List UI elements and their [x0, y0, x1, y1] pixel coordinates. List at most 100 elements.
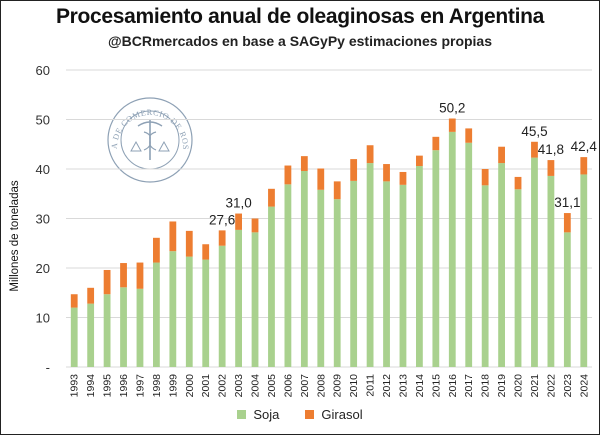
bar-soja — [317, 189, 325, 367]
bar-soja — [448, 131, 456, 367]
x-tick-label: 1995 — [102, 374, 114, 398]
bar-girasol — [317, 168, 325, 190]
chart-subtitle: @BCRmercados en base a SAGyPy estimacion… — [107, 33, 493, 49]
logo-text: BOLSA DE COMERCIO DE ROSARIO — [0, 0, 190, 150]
bar-girasol — [251, 218, 259, 233]
y-tick-label: 60 — [36, 63, 50, 78]
bar-soja — [87, 303, 95, 367]
x-tick-label: 2007 — [299, 374, 311, 398]
data-labels: 27,631,0 50,2 45,5 41,8 31,1 42,4 — [209, 101, 597, 228]
logo-snake-b — [143, 131, 157, 151]
bar-soja — [563, 232, 571, 367]
bar-girasol — [153, 237, 160, 263]
x-tick-label: 2022 — [545, 374, 557, 398]
bar-soja — [284, 184, 292, 367]
bar-girasol — [514, 176, 522, 190]
bcr-logo: BOLSA DE COMERCIO DE ROSARIO — [0, 0, 193, 183]
bar-girasol — [350, 159, 358, 181]
data-label: 31,0 — [225, 196, 251, 211]
legend-label-soja: Soja — [253, 407, 280, 422]
x-tick-label: 1997 — [134, 374, 146, 398]
bar-soja — [268, 206, 275, 367]
x-tick-label: 1999 — [167, 374, 179, 398]
x-tick-label: 2018 — [480, 374, 492, 398]
bar-girasol — [432, 136, 440, 151]
x-tick-label: 2009 — [332, 374, 344, 398]
bar-soja — [416, 166, 423, 367]
bar-girasol — [70, 294, 78, 308]
x-tick-label: 2010 — [348, 374, 360, 398]
x-tick-label: 1998 — [151, 374, 163, 398]
bar-soja — [153, 262, 160, 367]
x-tick-label: 2013 — [397, 374, 409, 398]
bar-soja — [383, 181, 390, 367]
bar-girasol — [169, 221, 177, 252]
x-tick-label: 2011 — [365, 374, 377, 397]
x-tick-label: 2001 — [200, 374, 212, 398]
data-label: 45,5 — [521, 124, 547, 139]
x-tick-label: 2021 — [529, 374, 541, 398]
x-tick-label: 2016 — [447, 374, 459, 398]
legend-item-soja: Soja — [237, 407, 279, 422]
y-tick-label: 20 — [36, 261, 50, 276]
bar-soja — [399, 184, 407, 367]
legend-swatch-girasol — [305, 410, 315, 419]
bar-girasol — [481, 169, 489, 186]
x-tick-label: 1996 — [118, 374, 130, 398]
y-tick-label: - — [46, 360, 50, 375]
x-tick-label: 2000 — [184, 374, 196, 398]
legend-swatch-soja — [237, 410, 247, 419]
bar-soja — [481, 185, 489, 367]
data-label: 41,8 — [538, 142, 564, 157]
x-tick-label: 2006 — [282, 374, 294, 398]
bar-girasol — [448, 118, 456, 132]
x-tick-label: 2008 — [315, 374, 327, 398]
logo-outer-ring — [107, 97, 193, 183]
bar-girasol — [416, 155, 423, 167]
y-tick-label: 10 — [36, 311, 50, 326]
bar-girasol — [120, 263, 127, 288]
logo-scales — [130, 140, 170, 152]
data-label: 42,4 — [571, 139, 598, 154]
bar-soja — [432, 150, 440, 367]
bar-soja — [235, 229, 242, 367]
logo-wings — [137, 121, 163, 127]
x-tick-label: 2003 — [233, 374, 245, 398]
x-tick-label: 1994 — [85, 374, 97, 398]
x-tick-label: 2012 — [381, 374, 393, 398]
bar-soja — [70, 307, 78, 367]
bar-soja — [366, 163, 374, 367]
bar-soja — [498, 163, 505, 367]
bar-girasol — [531, 141, 538, 158]
bar-girasol — [235, 213, 242, 230]
legend-label-girasol: Girasol — [321, 407, 363, 422]
legend-item-girasol: Girasol — [305, 407, 363, 422]
x-tick-label: 2014 — [414, 374, 426, 398]
y-tick-label: 40 — [36, 162, 50, 177]
bar-girasol — [366, 145, 374, 164]
bar-girasol — [547, 160, 555, 176]
bar-soja — [547, 175, 555, 367]
bar-series — [70, 118, 588, 367]
bar-soja — [531, 157, 538, 367]
bar-soja — [185, 256, 193, 367]
bar-soja — [202, 259, 210, 367]
bar-girasol — [333, 181, 341, 200]
bar-girasol — [103, 269, 111, 295]
legend: Soja Girasol — [0, 407, 600, 422]
bar-girasol — [218, 230, 226, 246]
bar-soja — [218, 245, 226, 367]
chart-title: Procesamiento anual de oleaginosas en Ar… — [55, 5, 545, 28]
bar-girasol — [498, 146, 505, 164]
bar-girasol — [300, 156, 308, 171]
bar-girasol — [383, 164, 390, 182]
x-tick-label: 1993 — [69, 374, 81, 398]
x-tick-label: 2023 — [562, 374, 574, 398]
bar-soja — [465, 142, 473, 367]
data-label: 27,6 — [209, 212, 235, 227]
bar-soja — [251, 232, 259, 367]
data-label: 31,1 — [554, 195, 580, 210]
bar-girasol — [399, 171, 407, 185]
x-tick-label: 2005 — [266, 374, 278, 398]
data-label: 50,2 — [439, 101, 465, 116]
